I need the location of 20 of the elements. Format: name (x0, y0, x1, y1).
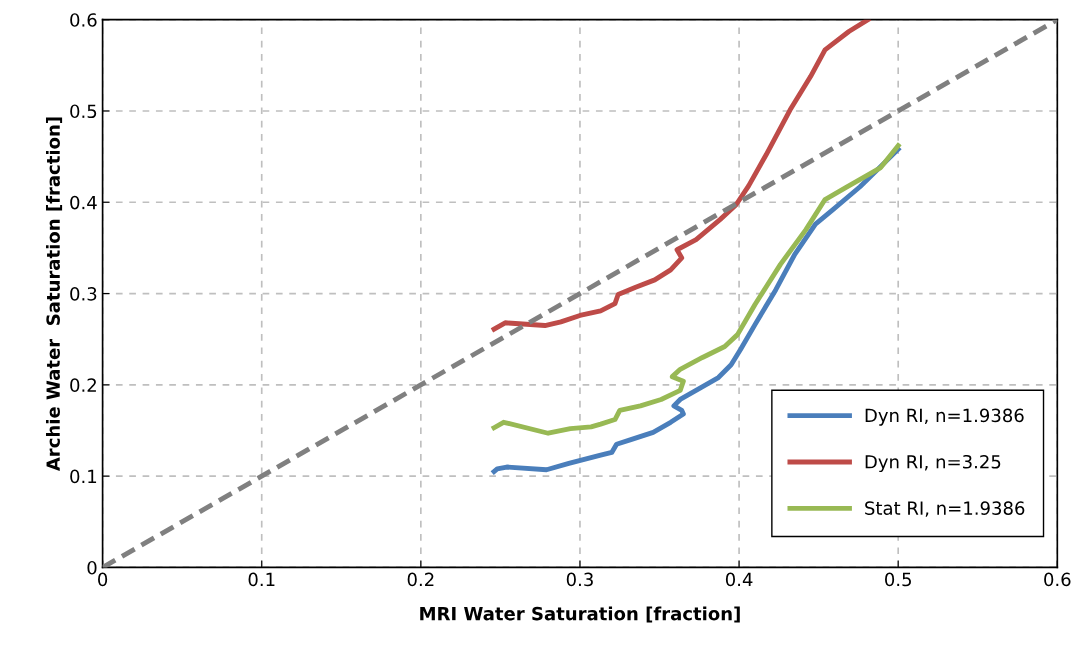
line-series (491, 19, 871, 332)
legend-label: Dyn RI, n=3.25 (865, 454, 1001, 473)
y-tick-label: 0 (87, 560, 97, 575)
x-tick-label: 0.5 (885, 572, 911, 587)
legend-label: Stat RI, n=1.9386 (865, 501, 1025, 517)
y-tick-label: 0.4 (70, 195, 97, 210)
y-axis-title: Archie Water Saturation [fraction] (45, 117, 63, 472)
x-tick-label: 0.2 (407, 572, 434, 587)
x-axis-title: MRI Water Saturation [fraction] (420, 606, 740, 623)
y-tick-label: 0.1 (70, 469, 97, 484)
x-tick-label: 0.6 (1044, 572, 1071, 587)
y-tick-label: 0.3 (70, 287, 97, 301)
legend-label: Dyn RI, n=1.9386 (865, 408, 1024, 426)
x-tick-label: 0.1 (248, 572, 275, 587)
x-tick-label: 0 (98, 572, 108, 587)
y-tick-label: 0.2 (70, 378, 96, 392)
x-tick-label: 0.3 (566, 572, 593, 587)
y-tick-label: 0.5 (70, 104, 97, 119)
y-tick-label: 0.6 (70, 13, 97, 27)
x-tick-label: 0.4 (725, 572, 753, 587)
